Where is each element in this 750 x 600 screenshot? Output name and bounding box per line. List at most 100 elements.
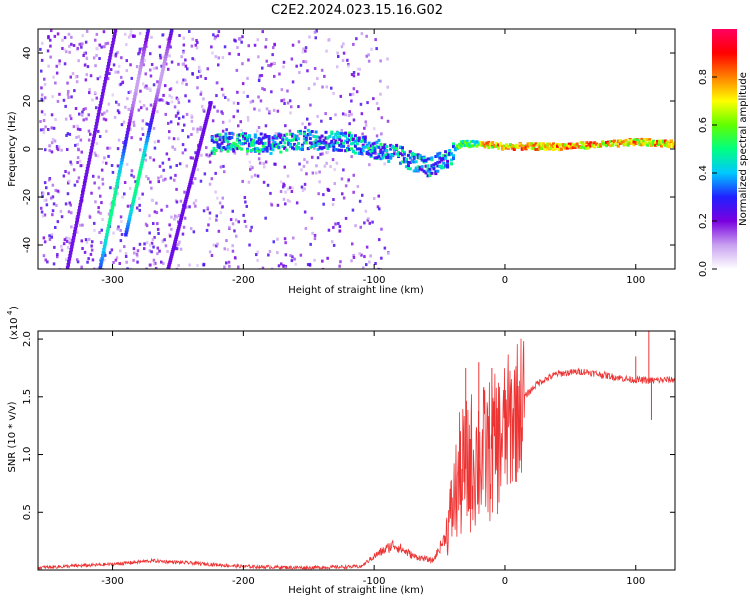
spectrogram-cell: [156, 222, 159, 226]
spectrogram-cell: [132, 175, 136, 179]
spectrogram-cell: [282, 65, 285, 69]
spectrogram-cell: [366, 101, 369, 105]
spectrogram-ridge-cell: [565, 144, 569, 148]
spectrogram-line-cell: [89, 149, 93, 153]
spectrogram-cell: [315, 29, 318, 33]
spectrogram-ridge-cell: [491, 141, 495, 145]
spectrogram-cell: [269, 64, 272, 68]
spectrogram-ridge-cell: [538, 147, 542, 151]
spectrogram-ridge-cell: [357, 151, 361, 155]
spectrogram-cell: [120, 56, 123, 60]
spectrogram-ridge-cell: [528, 142, 532, 146]
spectrogram-cell: [120, 220, 123, 223]
snr-y-label: SNR (10 * v/v): [7, 401, 18, 472]
spectrogram-cell: [208, 182, 212, 186]
spectrogram-ridge-cell: [603, 141, 607, 145]
spectrogram-ridge-cell: [656, 142, 659, 146]
spectrogram-ridge-cell: [622, 143, 626, 146]
spectrogram-ridge-cell: [281, 138, 285, 142]
spectrogram-line-cell: [113, 32, 117, 36]
spectrogram-ridge-cell: [381, 153, 385, 157]
spectrogram-cell: [377, 267, 380, 269]
spectrogram-ridge-cell: [338, 148, 342, 152]
spectrogram-line-cell: [186, 191, 190, 195]
spectrogram-line-cell: [86, 164, 90, 168]
spectrogram-ridge-cell: [355, 147, 359, 151]
spectrogram-ridge-cell: [416, 168, 420, 172]
spectrogram-cell: [76, 142, 79, 146]
spectrogram-cell: [222, 164, 225, 168]
spectrogram-ridge-cell: [314, 135, 318, 139]
spectrogram-cell: [286, 89, 289, 93]
spectrogram-ridge-cell: [656, 139, 659, 143]
spectrogram-cell: [40, 58, 44, 62]
spectrogram-ridge-cell: [367, 151, 371, 155]
spectrogram-line-cell: [140, 159, 145, 163]
spectrogram-cell: [212, 33, 215, 37]
spectrogram-ridge-cell: [646, 138, 650, 142]
spectrogram-cell: [363, 126, 366, 130]
spectrogram-ridge-cell: [491, 145, 495, 149]
spectrogram-ridge-cell: [365, 143, 369, 147]
spectrogram-line-cell: [110, 44, 115, 48]
spectrogram-ridge-cell: [654, 143, 658, 147]
spectrogram-cell: [95, 106, 98, 110]
spectrogram-cell: [80, 45, 83, 49]
spectrogram-cell: [221, 205, 224, 209]
spectrogram-ridge-cell: [401, 160, 404, 164]
spectrogram-cell: [67, 181, 70, 185]
spectrogram-cell: [94, 153, 98, 157]
spectrogram-ridge-cell: [432, 167, 436, 171]
spectrogram-cell: [39, 128, 43, 132]
spectrogram-ridge-cell: [607, 143, 610, 146]
spectrogram-cell: [327, 228, 331, 232]
spectrogram-cell: [295, 64, 298, 68]
spectrogram-cell: [60, 215, 64, 219]
spectrogram-ridge-cell: [608, 140, 612, 144]
spectrogram-ridge-cell: [357, 139, 361, 143]
spectrogram-cell: [42, 119, 46, 122]
spectrogram-line-cell: [99, 98, 104, 102]
spectrogram-cell: [149, 87, 152, 91]
spectrogram-line-cell: [193, 161, 197, 166]
spectrogram-cell: [91, 258, 95, 262]
spectrogram-cell: [321, 259, 324, 263]
spectrogram-line-cell: [139, 166, 143, 171]
spectrogram-cell: [119, 228, 122, 232]
spectrogram-cell: [282, 264, 285, 268]
spectrogram-ridge-cell: [302, 132, 306, 136]
spectrogram-cell: [58, 92, 61, 96]
spectrogram-line-cell: [85, 167, 90, 171]
spectrogram-ridge-cell: [434, 162, 438, 166]
spectrogram-ridge-cell: [665, 141, 669, 145]
spectrogram-ridge-cell: [251, 147, 255, 151]
spectrogram-cell: [239, 38, 242, 41]
spectrogram-cell: [132, 258, 135, 262]
spectrogram-cell: [100, 168, 104, 172]
spectrogram-ridge-cell: [228, 146, 232, 150]
spectrogram-cell: [100, 228, 103, 232]
spectrogram-ridge-cell: [377, 138, 381, 142]
spectrogram-cell: [97, 175, 100, 179]
spectrogram-line-cell: [101, 92, 105, 96]
spectrogram-ridge-cell: [236, 144, 240, 148]
spectrogram-ridge-cell: [471, 139, 475, 143]
spectrogram-line-cell: [129, 210, 133, 214]
spectrogram-ridge-cell: [267, 144, 271, 147]
spectrogram-cell: [67, 90, 70, 93]
spectrogram-ridge-cell: [660, 144, 663, 148]
spectrogram-cell: [137, 108, 141, 112]
spectrogram-line-cell: [148, 123, 153, 127]
spectrogram-cell: [270, 267, 274, 269]
spectrogram-cell: [173, 147, 177, 151]
spectrogram-ridge-cell: [554, 146, 557, 150]
spectrogram-line-cell: [167, 262, 172, 267]
spectrogram-line-cell: [152, 105, 157, 109]
spectrogram-cell: [56, 255, 59, 259]
spectrogram-line-cell: [165, 46, 170, 51]
spectrogram-cell: [139, 89, 142, 93]
spectrogram-cell: [117, 111, 121, 115]
spectrogram-cell: [160, 64, 163, 68]
spectrogram-ridge-cell: [550, 146, 554, 150]
spectrogram-cell: [95, 96, 98, 100]
